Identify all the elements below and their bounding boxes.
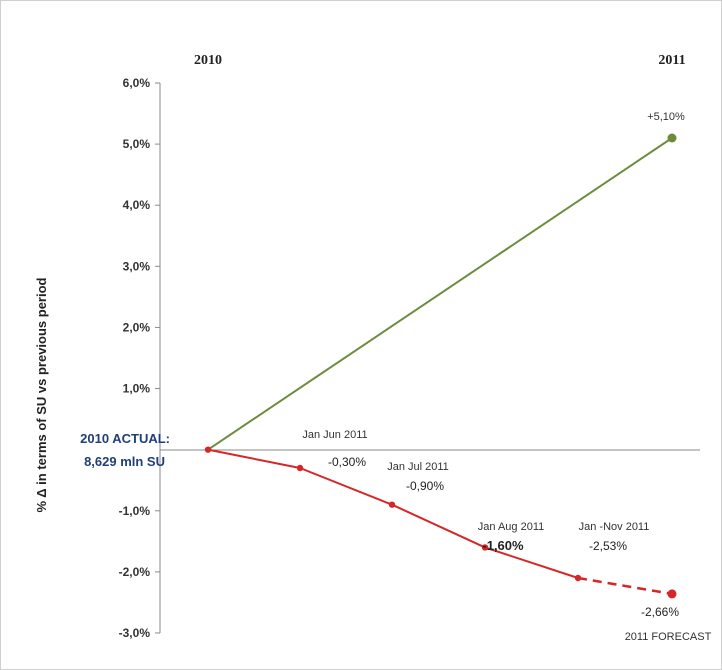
y-tick-label: -2,0% xyxy=(119,565,151,579)
value-label: -0,90% xyxy=(406,479,444,493)
point-decline xyxy=(388,501,396,508)
point-growth-2011 xyxy=(667,133,677,143)
point-decline xyxy=(296,464,304,472)
y-tick-label: -1,0% xyxy=(119,504,151,518)
y-axis-title: % Δ in terms of SU vs previous period xyxy=(34,277,49,512)
series-line-decline-segment xyxy=(207,448,301,469)
baseline-label-line1: 2010 ACTUAL: xyxy=(80,431,170,446)
period-label: Jan Aug 2011 xyxy=(478,521,544,533)
series-line-growth xyxy=(207,137,673,451)
series-line-forecast-segment xyxy=(577,576,673,596)
y-tick-label: -3,0% xyxy=(119,626,151,640)
forecast-label: 2011 FORECAST xyxy=(625,631,712,643)
series-line-decline-segment xyxy=(484,546,579,579)
point-decline xyxy=(667,589,677,599)
series-line-decline-segment xyxy=(299,467,393,506)
baseline-label-line2: 8,629 mln SU xyxy=(84,454,165,469)
y-tick-label: 5,0% xyxy=(123,137,151,151)
period-label: Jan Jul 2011 xyxy=(387,461,449,473)
point-decline xyxy=(204,446,212,453)
period-label: Jan Jun 2011 xyxy=(302,429,367,441)
x-label-start: 2010 xyxy=(194,53,222,68)
x-label-end: 2011 xyxy=(658,53,685,68)
series-line-decline-segment xyxy=(391,503,486,549)
y-tick-label: 6,0% xyxy=(123,76,151,90)
point-decline xyxy=(481,544,489,551)
value-label-growth: +5,10% xyxy=(647,111,685,123)
value-label: -0,30% xyxy=(328,455,366,469)
value-label: -2,53% xyxy=(589,539,627,553)
point-decline xyxy=(574,574,582,582)
y-tick-label: 4,0% xyxy=(123,198,151,212)
y-tick-label: 1,0% xyxy=(123,382,151,396)
value-label-forecast: -2,66% xyxy=(641,605,679,619)
value-label: -1,60% xyxy=(482,538,524,553)
y-tick-label: 2,0% xyxy=(123,320,151,334)
period-label: Jan -Nov 2011 xyxy=(579,521,650,533)
y-tick-label: 3,0% xyxy=(123,259,151,273)
